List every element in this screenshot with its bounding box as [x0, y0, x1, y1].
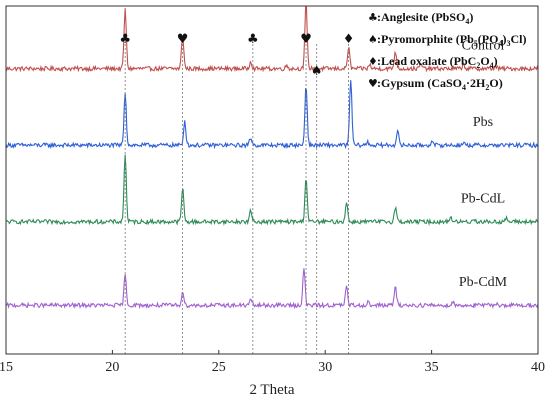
series-label: Pb-CdM	[459, 275, 508, 290]
phase-marker-icon: ♥	[177, 32, 189, 47]
legend-label: :Gypsum (CaSO4·2H2O)	[377, 76, 503, 92]
series-pb-cdl: Pb-CdL	[5, 154, 539, 227]
legend-symbol-icon: ♦	[368, 55, 378, 68]
series-pb-cdm: Pb-CdM	[5, 268, 539, 310]
legend-entry: ♦:Lead oxalate (PbC2O4)	[368, 54, 498, 70]
legend-symbol-icon: ♣	[368, 11, 378, 24]
legend-label: :Anglesite (PbSO4)	[377, 10, 473, 26]
legend-label: :Lead oxalate (PbC2O4)	[377, 54, 498, 70]
series-label: Pb-CdL	[461, 192, 505, 207]
series-line	[5, 154, 539, 227]
x-tick-label: 25	[212, 360, 226, 375]
series-pbs: Pbs	[5, 80, 539, 150]
series-label: Pbs	[473, 115, 493, 130]
legend: ♣:Anglesite (PbSO4) ♠:Pyromorphite (Pb5(P…	[368, 10, 526, 92]
series-line	[5, 268, 539, 310]
legend-entry: ♠:Pyromorphite (Pb5(PO4)3Cl)	[368, 32, 526, 48]
x-tick-label: 35	[425, 360, 439, 375]
series-control: Control	[5, 6, 539, 73]
series-layer: Control Pbs Pb-CdL Pb-CdM	[5, 6, 539, 310]
series-line	[5, 6, 539, 73]
reference-lines: ♣ ♥ ♣ ♥ ♠ ♦	[119, 32, 354, 354]
x-tick-label: 15	[0, 360, 13, 375]
legend-entry: ♥:Gypsum (CaSO4·2H2O)	[368, 76, 503, 92]
x-tick-label: 40	[531, 360, 545, 375]
plot-frame	[5, 5, 539, 355]
phase-marker-icon: ♣	[119, 32, 131, 47]
x-tick-label: 20	[105, 360, 119, 375]
phase-marker-icon: ♣	[247, 32, 259, 47]
phase-marker-icon: ♠	[311, 64, 323, 79]
x-axis-label: 2 Theta	[249, 382, 294, 398]
legend-entry: ♣:Anglesite (PbSO4)	[368, 10, 473, 26]
x-tick-label: 30	[318, 360, 332, 375]
legend-label: :Pyromorphite (Pb5(PO4)3Cl)	[377, 32, 526, 48]
legend-symbol-icon: ♥	[368, 77, 378, 90]
legend-symbol-icon: ♠	[368, 33, 378, 46]
phase-marker-icon: ♥	[300, 32, 312, 47]
phase-marker-icon: ♦	[343, 32, 355, 47]
series-line	[5, 80, 539, 150]
series-label: Control	[462, 39, 505, 54]
x-axis: 15 20 25 30 35 40	[0, 350, 545, 375]
